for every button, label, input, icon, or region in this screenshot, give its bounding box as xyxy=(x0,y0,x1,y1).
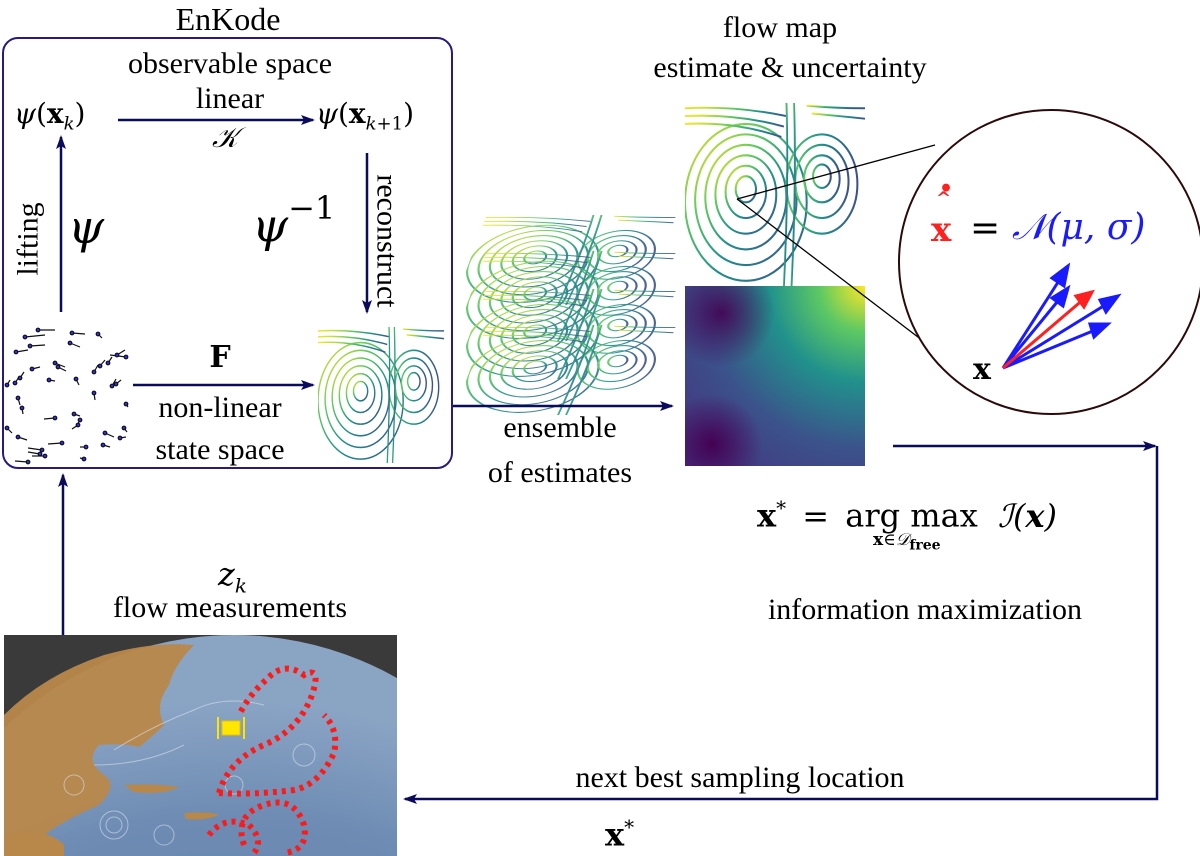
uncertainty-heatmap xyxy=(685,286,865,466)
psi-label: ψ xyxy=(68,200,105,254)
x-star-lhs: x xyxy=(757,496,777,535)
optimization-formula: x* = arg max ℐ(x) xyxy=(757,496,1057,535)
flow-map-title-line2: estimate & uncertainty xyxy=(653,51,927,84)
k-subscript: k xyxy=(234,573,247,598)
psi-xk1-label: ψ(xk+1) xyxy=(316,97,415,135)
feedback-path xyxy=(403,446,1159,804)
ensemble-label-line1: ensemble xyxy=(503,411,617,444)
state-x-label: x xyxy=(973,352,991,387)
equals-sign: = xyxy=(802,496,830,535)
linear-label: linear xyxy=(195,82,265,115)
state-space-label: state space xyxy=(155,433,285,466)
x-star-symbol: x xyxy=(605,815,625,854)
psi-inverse-exponent: −1 xyxy=(288,189,336,227)
next-x-star-label: x* xyxy=(605,815,634,854)
observable-space-label: observable space xyxy=(127,47,333,80)
ensemble-label-line2: of estimates xyxy=(487,456,633,489)
star-superscript: * xyxy=(776,496,787,520)
z-symbol: z xyxy=(218,555,235,593)
enkode-title: EnKode xyxy=(175,1,281,37)
flow-map-title-line1: flow map xyxy=(722,11,838,44)
estimate-velocity-label: x ^ • xyxy=(931,176,954,250)
normal-distribution-label: 𝒩(μ, σ) xyxy=(1012,207,1146,248)
measurement-symbol: zk xyxy=(218,555,247,597)
star-superscript: * xyxy=(624,815,635,839)
robot-icon xyxy=(217,717,245,739)
flow-measurements-label: flow measurements xyxy=(112,591,348,624)
argmax-domain-subscript: x∈𝒟free xyxy=(873,530,941,554)
psi-xk-label: ψ(xk) xyxy=(14,97,86,135)
argmax-operator: arg max xyxy=(845,496,978,535)
psi-inverse-label: ψ−1 xyxy=(252,189,335,253)
ocean-globe-image xyxy=(4,635,397,856)
non-linear-label: non-linear xyxy=(158,391,282,424)
koopman-operator-label: 𝒦 xyxy=(211,121,238,154)
free-subscript: free xyxy=(909,537,941,554)
enkode-box xyxy=(2,37,453,469)
next-best-sampling-label: next best sampling location xyxy=(575,761,905,794)
information-objective: ℐ(x) xyxy=(997,496,1057,535)
information-maximization-label: information maximization xyxy=(767,593,1083,626)
nonlinear-operator-label: F xyxy=(209,340,231,375)
equals-sign: = xyxy=(970,208,1001,249)
psi-inverse-base: ψ xyxy=(252,198,289,253)
